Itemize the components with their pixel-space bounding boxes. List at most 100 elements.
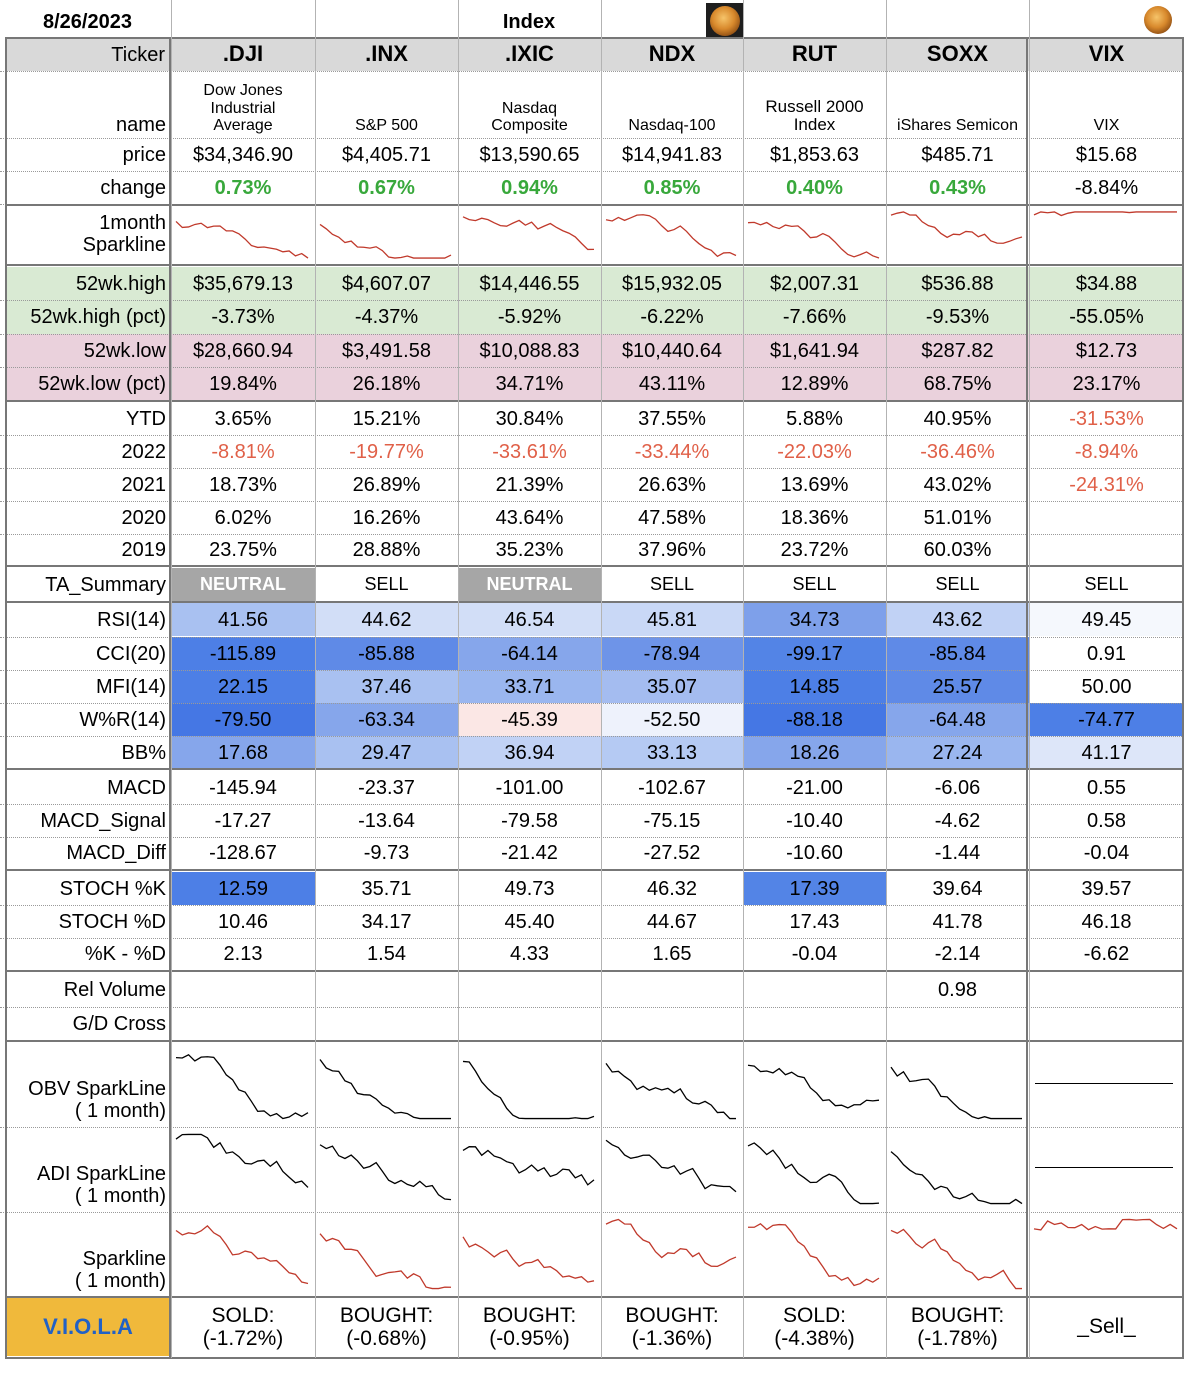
mfi-cell[interactable]: 25.57 (886, 670, 1029, 703)
gd_cross-cell[interactable] (743, 1007, 886, 1040)
y2021-cell[interactable]: 13.69% (780, 473, 849, 496)
stoch_d-cell[interactable]: 41.78 (932, 910, 983, 933)
macd-cell[interactable]: -145.94 (209, 776, 277, 799)
high52-cell[interactable]: $2,007.31 (743, 267, 886, 300)
y2022-cell[interactable]: -8.94% (1074, 440, 1139, 463)
high52-cell[interactable]: $34.88 (1029, 267, 1184, 300)
ta-summary-cell[interactable]: NEUTRAL (171, 568, 315, 601)
bb-cell[interactable]: 27.24 (886, 736, 1029, 769)
macd_diff-cell[interactable]: -9.73 (363, 842, 410, 864)
ticker-label[interactable]: Ticker (5, 38, 170, 71)
y2019-cell[interactable]: 23.72% (780, 538, 849, 561)
low52pct-cell[interactable]: 68.75% (886, 367, 1029, 400)
row-label-macd_diff[interactable]: MACD_Diff (66, 842, 166, 864)
cci-cell[interactable]: -64.14 (458, 637, 601, 670)
low52pct-cell[interactable]: 23.17% (1029, 367, 1184, 400)
ta-summary-cell[interactable]: SELL (1084, 573, 1129, 594)
y2021-cell[interactable]: 21.39% (495, 473, 564, 496)
row-label-y2019[interactable]: 2019 (121, 538, 167, 561)
high52-cell[interactable]: $15,932.05 (601, 267, 743, 300)
low52-cell[interactable]: $10,088.83 (458, 334, 601, 367)
ticker-name-cell[interactable]: iShares Semicon (886, 72, 1029, 138)
row-label-y2021[interactable]: 2021 (121, 473, 167, 496)
viola-cell[interactable]: _Sell_ (1029, 1298, 1184, 1356)
ticker-name-cell[interactable]: Nasdaq Composite (458, 72, 601, 138)
bb-cell[interactable]: 29.47 (315, 736, 458, 769)
wr-cell[interactable]: -63.34 (315, 703, 458, 736)
ta-summary-cell[interactable]: SELL (649, 573, 695, 594)
mfi-cell[interactable]: 50.00 (1029, 670, 1184, 703)
viola-cell[interactable]: SOLD: (-1.72%) (171, 1298, 315, 1356)
row-label-macd_signal[interactable]: MACD_Signal (40, 809, 166, 832)
price-cell[interactable]: $15.68 (1075, 143, 1138, 166)
viola-cell[interactable]: BOUGHT: (-0.68%) (315, 1298, 458, 1356)
low52pct-cell[interactable]: 43.11% (601, 367, 743, 400)
row-label-y2022[interactable]: 2022 (121, 440, 167, 463)
y2022-cell[interactable]: -22.03% (777, 440, 852, 463)
row-label-bb[interactable]: BB% (121, 741, 166, 764)
k_minus_d-cell[interactable]: -2.14 (934, 943, 981, 965)
y2020-cell[interactable]: 51.01% (923, 506, 992, 529)
row-label-low52[interactable]: 52wk.low (5, 334, 171, 367)
row-label-change[interactable]: change (100, 176, 166, 199)
low52pct-cell[interactable]: 26.18% (315, 367, 458, 400)
date-cell[interactable]: 8/26/2023 (43, 10, 132, 33)
ticker-name-cell[interactable]: VIX (1029, 72, 1184, 138)
macd-cell[interactable]: -102.67 (638, 776, 706, 799)
row-label-k_minus_d[interactable]: %K - %D (84, 943, 166, 965)
y2021-cell[interactable]: 26.63% (638, 473, 706, 496)
ytd-cell[interactable]: 5.88% (786, 407, 843, 430)
y2020-cell[interactable]: 16.26% (352, 506, 421, 529)
stoch_k-cell[interactable]: 12.59 (171, 872, 315, 905)
macd_diff-cell[interactable]: -0.04 (1083, 842, 1130, 864)
wr-cell[interactable]: -45.39 (458, 703, 601, 736)
macd_diff-cell[interactable]: -128.67 (209, 842, 277, 864)
mfi-cell[interactable]: 22.15 (171, 670, 315, 703)
row-label-high52[interactable]: 52wk.high (5, 267, 171, 300)
price-cell[interactable]: $34,346.90 (192, 143, 294, 166)
rsi-cell[interactable]: 43.62 (886, 603, 1029, 636)
low52-cell[interactable]: $10,440.64 (601, 334, 743, 367)
stoch_k-cell[interactable]: 49.73 (458, 872, 601, 905)
k_minus_d-cell[interactable]: 1.65 (652, 943, 692, 965)
wr-cell[interactable]: -52.50 (601, 703, 743, 736)
row-label-price[interactable]: price (122, 143, 166, 166)
stoch_d-cell[interactable]: 45.40 (504, 910, 555, 933)
group-title[interactable]: Index (502, 10, 556, 33)
y2020-cell[interactable]: 47.58% (638, 506, 706, 529)
bb-cell[interactable]: 36.94 (458, 736, 601, 769)
y2019-cell[interactable]: 60.03% (923, 538, 992, 561)
macd-cell[interactable]: -101.00 (495, 776, 564, 799)
price-cell[interactable]: $485.71 (921, 143, 994, 166)
cci-cell[interactable]: -78.94 (601, 637, 743, 670)
y2022-cell[interactable]: -36.46% (920, 440, 995, 463)
low52pct-cell[interactable]: 34.71% (458, 367, 601, 400)
ticker-name-cell[interactable]: Nasdaq-100 (601, 72, 743, 138)
high52pct-cell[interactable]: -7.66% (743, 300, 886, 334)
viola-cell[interactable]: BOUGHT: (-1.78%) (886, 1298, 1029, 1356)
row-label-y2020[interactable]: 2020 (121, 506, 167, 529)
low52-cell[interactable]: $12.73 (1029, 334, 1184, 367)
macd_signal-cell[interactable]: -13.64 (358, 809, 415, 832)
macd_signal-cell[interactable]: -4.62 (934, 809, 981, 832)
row-label-high52pct[interactable]: 52wk.high (pct) (5, 300, 171, 334)
macd_signal-cell[interactable]: -17.27 (214, 809, 272, 832)
ytd-cell[interactable]: 15.21% (352, 407, 421, 430)
high52-cell[interactable]: $4,607.07 (315, 267, 458, 300)
stoch_d-cell[interactable]: 10.46 (217, 910, 269, 933)
change-cell[interactable]: 0.67% (358, 176, 415, 199)
row-label-rel_volume[interactable]: Rel Volume (63, 978, 166, 1001)
high52pct-cell[interactable]: -3.73% (171, 300, 315, 334)
row-label-adi-sparkline[interactable]: ADI SparkLine( 1 month) (5, 1127, 171, 1211)
ticker-header[interactable]: .INX (315, 38, 458, 71)
rel_volume-cell[interactable] (171, 973, 315, 1006)
change-cell[interactable]: 0.40% (786, 176, 843, 199)
gd_cross-cell[interactable] (886, 1007, 1029, 1040)
ticker-header[interactable]: .IXIC (458, 38, 601, 71)
stoch_d-cell[interactable]: 17.43 (789, 910, 840, 933)
rel_volume-cell[interactable] (315, 973, 458, 1006)
rsi-cell[interactable]: 44.62 (315, 603, 458, 636)
k_minus_d-cell[interactable]: -6.62 (1083, 943, 1130, 965)
rel_volume-cell[interactable] (1029, 973, 1184, 1006)
cci-cell[interactable]: -115.89 (171, 637, 315, 670)
